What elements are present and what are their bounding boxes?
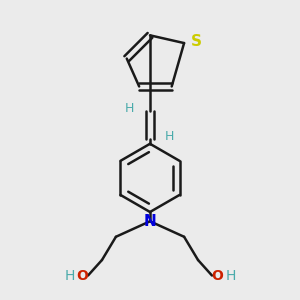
Text: H: H <box>125 102 134 115</box>
Text: H: H <box>225 268 236 283</box>
Text: H: H <box>64 268 75 283</box>
Text: S: S <box>191 34 202 49</box>
Text: O: O <box>212 268 224 283</box>
Text: H: H <box>164 130 174 143</box>
Text: N: N <box>144 214 156 229</box>
Text: O: O <box>76 268 88 283</box>
